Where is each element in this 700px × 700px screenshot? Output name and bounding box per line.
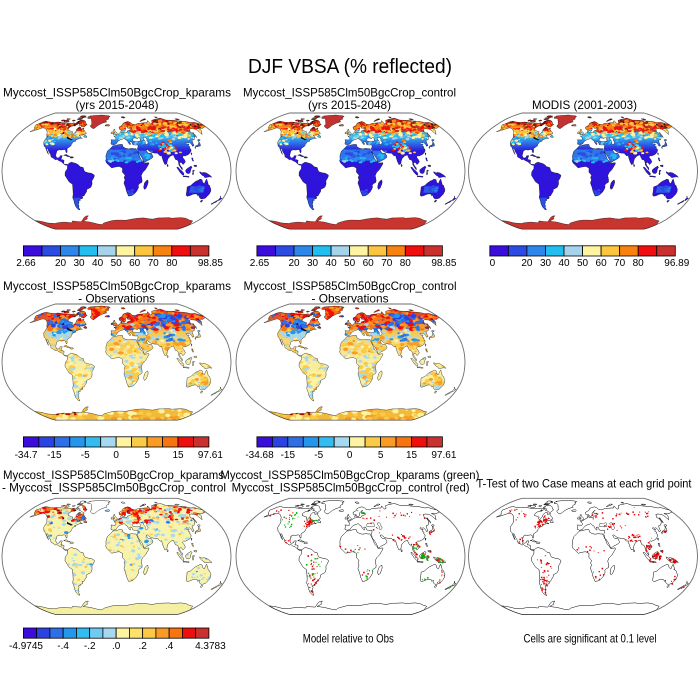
svg-text:2.66: 2.66 [16, 258, 36, 269]
svg-text:Myccost_ISSP585Clm50BgcCrop_kp: Myccost_ISSP585Clm50BgcCrop_kparams [3, 279, 231, 293]
svg-text:70: 70 [148, 258, 160, 269]
svg-text:MODIS (2001-2003): MODIS (2001-2003) [532, 98, 637, 112]
svg-text:Myccost_ISSP585Clm50BgcCrop_kp: Myccost_ISSP585Clm50BgcCrop_kparams [3, 468, 224, 482]
svg-text:60: 60 [596, 258, 608, 269]
svg-text:2.65: 2.65 [250, 258, 270, 269]
svg-text:50: 50 [344, 258, 356, 269]
svg-text:Myccost_ISSP585Clm50BgcCrop_co: Myccost_ISSP585Clm50BgcCrop_control [243, 85, 456, 99]
svg-text:-34.7: -34.7 [15, 450, 38, 461]
svg-text:50: 50 [111, 258, 123, 269]
svg-text:-15: -15 [281, 450, 296, 461]
svg-text:20: 20 [288, 258, 300, 269]
svg-text:DJF VBSA (% reflected): DJF VBSA (% reflected) [248, 56, 452, 78]
svg-text:80: 80 [166, 258, 178, 269]
svg-text:40: 40 [326, 258, 338, 269]
svg-text:30: 30 [307, 258, 319, 269]
svg-text:50: 50 [577, 258, 589, 269]
svg-text:-34.68: -34.68 [245, 450, 274, 461]
svg-text:96.89: 96.89 [664, 258, 689, 269]
svg-text:Cells are significant at 0.1 l: Cells are significant at 0.1 level [524, 632, 657, 646]
svg-text:T-Test of two Case means at ea: T-Test of two Case means at each grid po… [477, 477, 693, 491]
svg-text:30: 30 [540, 258, 552, 269]
svg-text:-15: -15 [47, 450, 62, 461]
svg-text:-.2: -.2 [84, 641, 96, 652]
svg-text:Myccost_ISSP585Clm50BgcCrop_co: Myccost_ISSP585Clm50BgcCrop_control [244, 279, 457, 293]
svg-text:Myccost_ISSP585Clm50BgcCrop_co: Myccost_ISSP585Clm50BgcCrop_control (red… [232, 481, 470, 495]
svg-text:40: 40 [92, 258, 104, 269]
svg-text:-5: -5 [314, 450, 323, 461]
svg-text:70: 70 [614, 258, 626, 269]
svg-text:40: 40 [558, 258, 570, 269]
svg-text:15: 15 [406, 450, 418, 461]
svg-text:15: 15 [172, 450, 184, 461]
svg-text:Myccost_ISSP585Clm50BgcCrop_kp: Myccost_ISSP585Clm50BgcCrop_kparams [3, 85, 231, 99]
svg-text:Model relative to Obs: Model relative to Obs [303, 631, 394, 645]
svg-text:- Myccost_ISSP585Clm50BgcCrop_: - Myccost_ISSP585Clm50BgcCrop_control [2, 481, 226, 495]
svg-text:0: 0 [113, 450, 119, 461]
svg-text:-.4: -.4 [57, 641, 69, 652]
svg-text:30: 30 [73, 258, 85, 269]
svg-text:0: 0 [347, 450, 353, 461]
svg-text:20: 20 [521, 258, 533, 269]
svg-text:.0: .0 [112, 641, 121, 652]
svg-text:97.61: 97.61 [431, 450, 456, 461]
svg-text:20: 20 [55, 258, 67, 269]
svg-text:5: 5 [378, 450, 384, 461]
svg-text:60: 60 [129, 258, 141, 269]
svg-text:- Observations: - Observations [312, 291, 389, 305]
svg-text:98.85: 98.85 [198, 258, 223, 269]
svg-text:97.61: 97.61 [198, 450, 223, 461]
svg-text:70: 70 [381, 258, 393, 269]
svg-text:5: 5 [144, 450, 150, 461]
svg-text:- Observations: - Observations [78, 291, 155, 305]
svg-text:80: 80 [633, 258, 645, 269]
svg-text:80: 80 [400, 258, 412, 269]
svg-text:Myccost_ISSP585Clm50BgcCrop_kp: Myccost_ISSP585Clm50BgcCrop_kparams (gre… [220, 468, 479, 482]
svg-text:(yrs 2015-2048): (yrs 2015-2048) [76, 98, 159, 112]
svg-text:(yrs 2015-2048): (yrs 2015-2048) [308, 98, 391, 112]
svg-text:60: 60 [363, 258, 375, 269]
svg-text:.2: .2 [139, 641, 148, 652]
svg-text:-4.9745: -4.9745 [9, 641, 43, 652]
svg-text:-5: -5 [81, 450, 90, 461]
svg-text:0: 0 [490, 258, 496, 269]
svg-text:.4: .4 [165, 641, 174, 652]
svg-text:98.85: 98.85 [431, 258, 456, 269]
svg-text:4.3783: 4.3783 [195, 641, 226, 652]
